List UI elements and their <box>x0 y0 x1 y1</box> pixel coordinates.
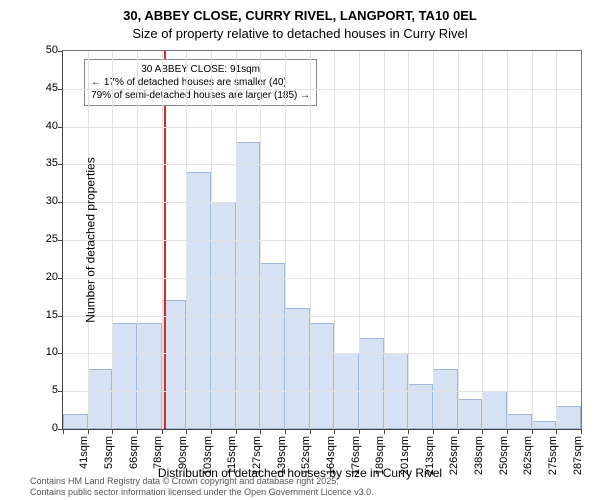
xtick-label: 90sqm <box>177 436 189 469</box>
histogram-bar <box>137 323 162 429</box>
title-line-1: 30, ABBEY CLOSE, CURRY RIVEL, LANGPORT, … <box>0 8 600 23</box>
ytick-label: 10 <box>28 346 58 358</box>
ytick-label: 45 <box>28 82 58 94</box>
xtick-label: 250sqm <box>498 436 510 475</box>
ytick-label: 50 <box>28 44 58 56</box>
annotation-larger: 79% of semi-detached houses are larger (… <box>91 89 310 102</box>
attribution: Contains HM Land Registry data © Crown c… <box>30 476 374 498</box>
ytick-label: 20 <box>28 271 58 283</box>
histogram-bar <box>433 369 458 429</box>
histogram-bar <box>236 142 261 429</box>
histogram-bar <box>63 414 88 429</box>
xtick-label: 262sqm <box>522 436 534 475</box>
attribution-line-2: Contains public sector information licen… <box>30 487 374 498</box>
xtick-label: 53sqm <box>103 436 115 469</box>
histogram-bar <box>507 414 532 429</box>
ytick-label: 25 <box>28 233 58 245</box>
ytick-label: 40 <box>28 120 58 132</box>
annotation-box: 30 ABBEY CLOSE: 91sqm ← 17% of detached … <box>84 59 317 106</box>
xtick-label: 275sqm <box>547 436 559 475</box>
histogram-bar <box>482 391 507 429</box>
chart-container: 30, ABBEY CLOSE, CURRY RIVEL, LANGPORT, … <box>0 0 600 500</box>
xtick-label: 41sqm <box>78 436 90 469</box>
ytick-label: 5 <box>28 384 58 396</box>
histogram-bar <box>556 406 581 429</box>
histogram-bar <box>532 421 557 429</box>
histogram-bar <box>359 338 384 429</box>
xtick-label: 66sqm <box>128 436 140 469</box>
y-axis-label: Number of detached properties <box>84 157 98 322</box>
histogram-bar <box>260 263 285 429</box>
xtick-label: 226sqm <box>448 436 460 475</box>
ytick-label: 15 <box>28 309 58 321</box>
ytick-label: 35 <box>28 157 58 169</box>
histogram-bar <box>112 323 137 429</box>
annotation-smaller: ← 17% of detached houses are smaller (40… <box>91 76 310 89</box>
xtick-label: 213sqm <box>424 436 436 475</box>
xtick-label: 152sqm <box>300 436 312 475</box>
histogram-bar <box>458 399 483 429</box>
xtick-label: 164sqm <box>325 436 337 475</box>
xtick-label: 238sqm <box>473 436 485 475</box>
attribution-line-1: Contains HM Land Registry data © Crown c… <box>30 476 374 487</box>
histogram-bar <box>285 308 310 429</box>
ytick-label: 30 <box>28 195 58 207</box>
plot-area: 30 ABBEY CLOSE: 91sqm ← 17% of detached … <box>62 50 582 430</box>
xtick-label: 103sqm <box>202 436 214 475</box>
histogram-bar <box>88 369 113 429</box>
xtick-label: 78sqm <box>152 436 164 469</box>
xtick-label: 201sqm <box>399 436 411 475</box>
xtick-label: 127sqm <box>251 436 263 475</box>
xtick-label: 287sqm <box>572 436 584 475</box>
xtick-label: 189sqm <box>374 436 386 475</box>
histogram-bar <box>310 323 335 429</box>
xtick-label: 176sqm <box>350 436 362 475</box>
title-line-2: Size of property relative to detached ho… <box>0 26 600 41</box>
annotation-title: 30 ABBEY CLOSE: 91sqm <box>91 63 310 76</box>
xtick-label: 139sqm <box>276 436 288 475</box>
xtick-label: 115sqm <box>226 436 238 474</box>
ytick-label: 0 <box>28 422 58 434</box>
